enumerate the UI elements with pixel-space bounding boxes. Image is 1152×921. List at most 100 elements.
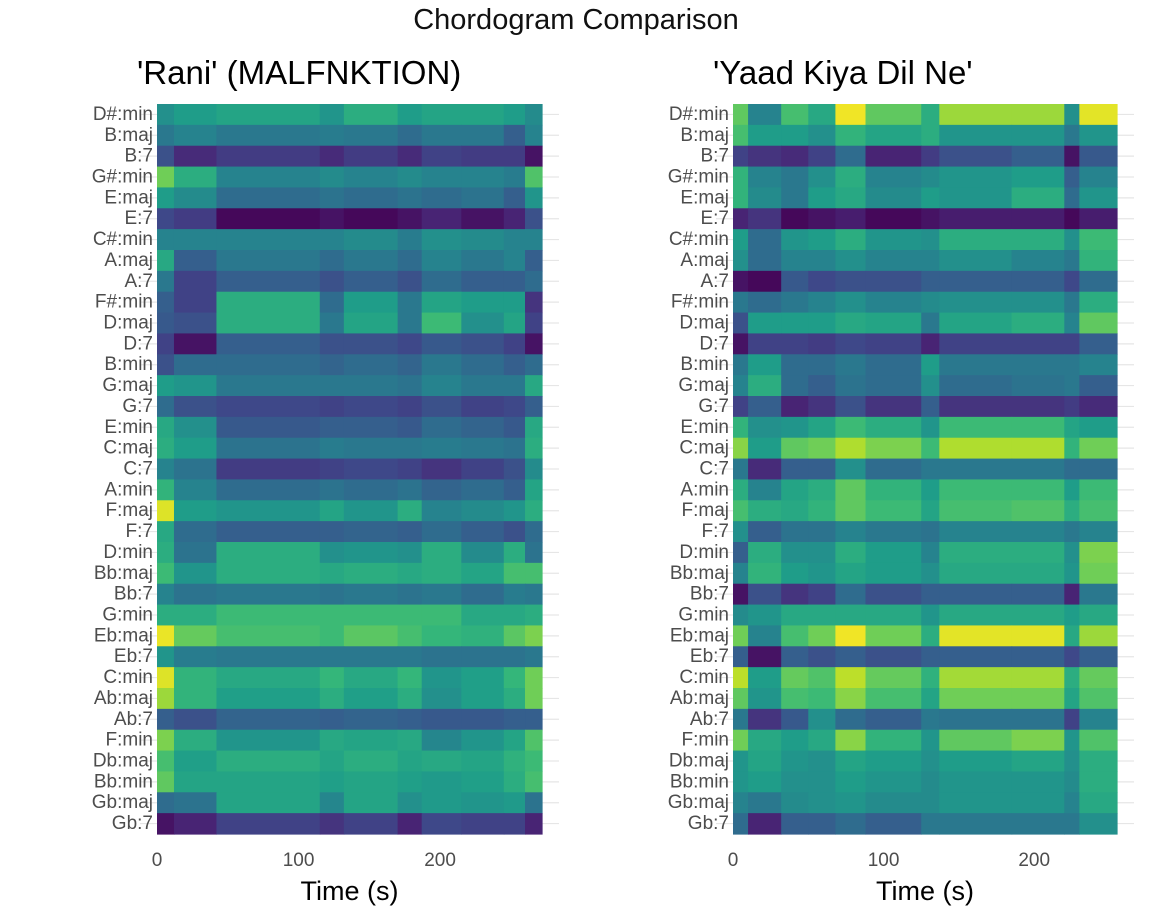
heatmap-cell [733,813,749,835]
heatmap-cell [808,750,836,773]
heatmap-cell [525,375,543,397]
heatmap-cell [921,625,940,647]
heatmap-cell [921,396,940,418]
heatmap-cell [421,333,462,355]
heatmap-cell [525,667,543,689]
heatmap-cell [525,250,543,272]
heatmap-cell [1064,708,1080,731]
heatmap-cell [865,354,922,376]
heatmap-cell [503,583,526,606]
heatmap-cell [1079,604,1118,627]
y-tick-label: C:min [679,667,729,688]
heatmap-cell [939,688,1013,710]
heatmap-cell [939,312,1013,335]
heatmap-cell [921,208,940,230]
heatmap-cell [939,229,1013,251]
heatmap-cell [525,458,543,481]
heatmap-cell [421,166,462,189]
heatmap-cell [173,124,218,147]
heatmap-cell [808,270,836,293]
heatmap-cell [939,104,1013,126]
heatmap-cell [781,208,809,230]
heatmap-cell [748,729,782,752]
x-tick-label: 100 [868,850,900,871]
y-tick-label: G#:min [668,167,729,188]
heatmap-cell [397,270,423,293]
heatmap-cell [216,708,321,731]
heatmap-cell [343,166,399,189]
heatmap-cell [1079,750,1118,773]
heatmap-cell [319,458,345,481]
heatmap-cell [343,270,399,293]
heatmap-cell [1064,291,1080,314]
heatmap-cell [216,333,321,355]
heatmap-cell [216,625,321,647]
heatmap-cell [781,124,809,147]
heatmap-cell [748,792,782,814]
heatmap-cell [733,208,749,230]
heatmap-cell [503,792,526,814]
heatmap-cell [216,166,321,189]
heatmap-cell [1064,396,1080,418]
heatmap-cell [503,416,526,439]
heatmap-cell [216,354,321,376]
heatmap-cell [157,750,175,773]
heatmap-cell [781,583,809,606]
heatmap-cell [835,625,867,647]
heatmap-cell [921,458,940,481]
heatmap-cell [748,145,782,168]
heatmap-cell [808,229,836,251]
heatmap-cell [157,187,175,209]
heatmap-cell [748,124,782,147]
heatmap-cell [157,479,175,501]
heatmap-cell [421,187,462,209]
heatmap-cell [421,625,462,647]
heatmap-cell [835,270,867,293]
heatmap-cell [1064,333,1080,355]
heatmap-cell [216,229,321,251]
heatmap-cell [525,750,543,773]
heatmap-cell [748,625,782,647]
heatmap-cell [748,479,782,501]
heatmap-cell [157,375,175,397]
heatmap-cell [421,250,462,272]
heatmap-cell [525,187,543,209]
heatmap-cell [343,187,399,209]
heatmap-cell [319,187,345,209]
heatmap-cell [397,625,423,647]
heatmap-cell [733,625,749,647]
y-tick-label: G#:min [92,167,153,188]
y-tick-label: C:maj [679,438,729,459]
heatmap-cell [781,375,809,397]
heatmap-cell [1011,312,1065,335]
y-tick-label: C:7 [123,459,153,480]
heatmap-cell [1064,437,1080,460]
heatmap-cell [319,542,345,564]
heatmap-cell [343,708,399,731]
heatmap-cell [865,625,922,647]
heatmap-cell [173,396,218,418]
heatmap-cell [1079,479,1118,501]
panel-title: 'Rani' (MALFNKTION) [137,54,461,91]
heatmap-cell [319,375,345,397]
heatmap-cell [173,145,218,168]
heatmap-cell [343,792,399,814]
heatmap-cell [865,667,922,689]
heatmap-cell [216,104,321,126]
y-tick-label: Bb:7 [114,584,153,605]
x-tick-label: 200 [1018,850,1050,871]
heatmap-cell [808,625,836,647]
heatmap-cell [397,521,423,543]
heatmap-cell [503,187,526,209]
heatmap-cell [1064,270,1080,293]
heatmap-cell [835,291,867,314]
heatmap-cell [525,729,543,752]
heatmap-cell [216,187,321,209]
heatmap-cell [865,104,922,126]
heatmap-cell [216,270,321,293]
heatmap-cell [748,688,782,710]
y-tick-label: E:maj [680,187,729,208]
heatmap-cell [173,166,218,189]
y-tick-label: E:min [680,417,729,438]
